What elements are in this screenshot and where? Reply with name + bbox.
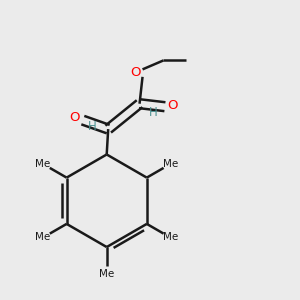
Text: Me: Me [35,232,51,242]
Text: H: H [148,106,158,119]
Text: Me: Me [35,159,51,169]
Text: Me: Me [163,159,178,169]
Text: O: O [131,66,141,79]
Text: H: H [87,120,96,133]
Text: O: O [69,111,80,124]
Text: Me: Me [99,269,114,279]
Text: Me: Me [163,232,178,242]
Text: O: O [167,99,178,112]
